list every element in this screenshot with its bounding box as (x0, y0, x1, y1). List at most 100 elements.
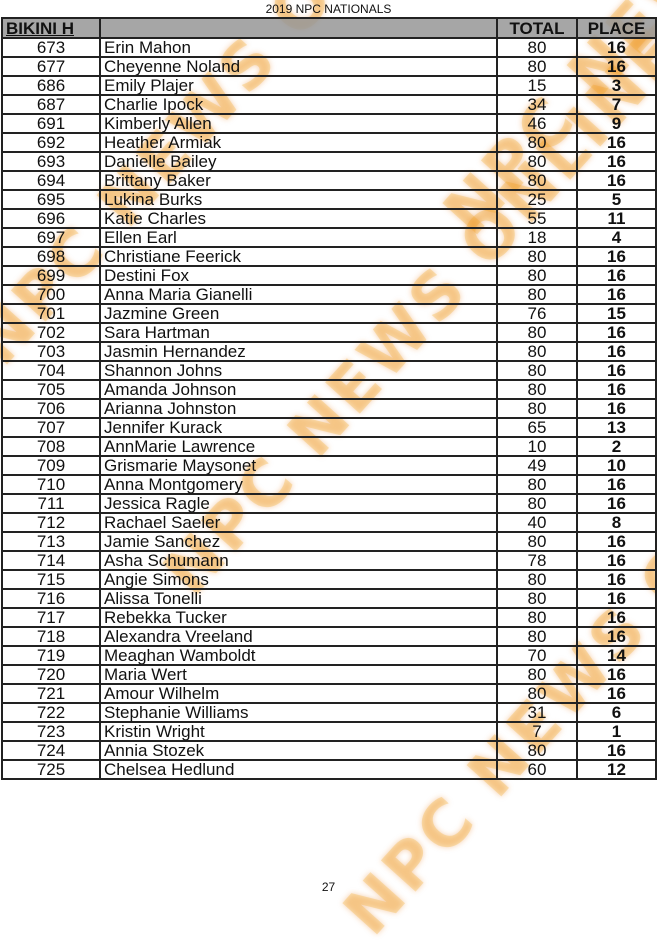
competitor-name: Jennifer Kurack (99, 417, 498, 438)
total-score: 80 (496, 626, 578, 647)
total-score: 80 (496, 474, 578, 495)
competitor-number: 723 (1, 721, 101, 742)
competitor-name: Chelsea Hedlund (99, 759, 498, 780)
competitor-name: Amour Wilhelm (99, 683, 498, 704)
competitor-name: Asha Schumann (99, 550, 498, 571)
competitor-number: 705 (1, 379, 101, 400)
table-row: 716 Alissa Tonelli 80 16 (1, 588, 657, 609)
table-row: 694 Brittany Baker 80 16 (1, 170, 657, 191)
competitor-number: 717 (1, 607, 101, 628)
table-row: 700 Anna Maria Gianelli 80 16 (1, 284, 657, 305)
competitor-number: 695 (1, 189, 101, 210)
table-row: 720 Maria Wert 80 16 (1, 664, 657, 685)
competitor-name: Cheyenne Noland (99, 56, 498, 77)
place: 6 (576, 702, 657, 723)
place-header: PLACE (576, 17, 657, 39)
competitor-number: 704 (1, 360, 101, 381)
place: 15 (576, 303, 657, 324)
competitor-name: AnnMarie Lawrence (99, 436, 498, 457)
competitor-name: Ellen Earl (99, 227, 498, 248)
table-row: 677 Cheyenne Noland 80 16 (1, 56, 657, 77)
total-score: 80 (496, 246, 578, 267)
table-row: 705 Amanda Johnson 80 16 (1, 379, 657, 400)
total-score: 80 (496, 683, 578, 704)
total-score: 80 (496, 740, 578, 761)
place: 16 (576, 170, 657, 191)
place: 4 (576, 227, 657, 248)
competitor-name: Rachael Saeler (99, 512, 498, 533)
competitor-name: Alexandra Vreeland (99, 626, 498, 647)
place: 8 (576, 512, 657, 533)
competitor-number: 694 (1, 170, 101, 191)
total-score: 18 (496, 227, 578, 248)
total-score: 34 (496, 94, 578, 115)
total-score: 76 (496, 303, 578, 324)
total-score: 70 (496, 645, 578, 666)
place: 9 (576, 113, 657, 134)
table-row: 714 Asha Schumann 78 16 (1, 550, 657, 571)
page-number: 27 (321, 880, 336, 894)
competitor-number: 691 (1, 113, 101, 134)
total-score: 25 (496, 189, 578, 210)
table-row: 697 Ellen Earl 18 4 (1, 227, 657, 248)
total-score: 80 (496, 493, 578, 514)
competitor-number: 707 (1, 417, 101, 438)
place: 16 (576, 265, 657, 286)
competitor-name: Angie Simons (99, 569, 498, 590)
competitor-name: Meaghan Wamboldt (99, 645, 498, 666)
table-row: 673 Erin Mahon 80 16 (1, 37, 657, 58)
competitor-number: 722 (1, 702, 101, 723)
competitor-number: 701 (1, 303, 101, 324)
competitor-number: 709 (1, 455, 101, 476)
competitor-number: 716 (1, 588, 101, 609)
header-row: BIKINI H TOTAL PLACE (1, 17, 657, 39)
competitor-number: 719 (1, 645, 101, 666)
competitor-number: 696 (1, 208, 101, 229)
competitor-number: 692 (1, 132, 101, 153)
competitor-name: Lukina Burks (99, 189, 498, 210)
total-score: 49 (496, 455, 578, 476)
place: 16 (576, 531, 657, 552)
table-row: 701 Jazmine Green 76 15 (1, 303, 657, 324)
competitor-name: Katie Charles (99, 208, 498, 229)
place: 16 (576, 398, 657, 419)
table-row: 695 Lukina Burks 25 5 (1, 189, 657, 210)
competitor-number: 713 (1, 531, 101, 552)
competitor-number: 718 (1, 626, 101, 647)
table-row: 706 Arianna Johnston 80 16 (1, 398, 657, 419)
place: 13 (576, 417, 657, 438)
competitor-name: Danielle Bailey (99, 151, 498, 172)
table-row: 713 Jamie Sanchez 80 16 (1, 531, 657, 552)
total-score: 80 (496, 607, 578, 628)
table-row: 725 Chelsea Hedlund 60 12 (1, 759, 657, 780)
table-row: 710 Anna Montgomery 80 16 (1, 474, 657, 495)
competitor-number: 720 (1, 664, 101, 685)
place: 16 (576, 284, 657, 305)
competitor-name: Sara Hartman (99, 322, 498, 343)
document-title: 2019 NPC NATIONALS (265, 2, 392, 16)
place: 3 (576, 75, 657, 96)
total-score: 15 (496, 75, 578, 96)
place: 16 (576, 37, 657, 58)
total-score: 80 (496, 284, 578, 305)
place: 16 (576, 151, 657, 172)
competitor-name: Anna Montgomery (99, 474, 498, 495)
competitor-name: Jasmin Hernandez (99, 341, 498, 362)
competitor-number: 708 (1, 436, 101, 457)
table-row: 718 Alexandra Vreeland 80 16 (1, 626, 657, 647)
table-row: 723 Kristin Wright 7 1 (1, 721, 657, 742)
competitor-name: Kimberly Allen (99, 113, 498, 134)
competitor-number: 698 (1, 246, 101, 267)
total-score: 80 (496, 360, 578, 381)
competitor-number: 687 (1, 94, 101, 115)
competitor-name: Amanda Johnson (99, 379, 498, 400)
place: 16 (576, 664, 657, 685)
place: 16 (576, 683, 657, 704)
total-score: 10 (496, 436, 578, 457)
competitor-number: 699 (1, 265, 101, 286)
total-score: 80 (496, 664, 578, 685)
competitor-name: Heather Armiak (99, 132, 498, 153)
place: 10 (576, 455, 657, 476)
place: 5 (576, 189, 657, 210)
results-table: BIKINI H TOTAL PLACE 673 Erin Mahon 80 16 67… (1, 17, 657, 780)
